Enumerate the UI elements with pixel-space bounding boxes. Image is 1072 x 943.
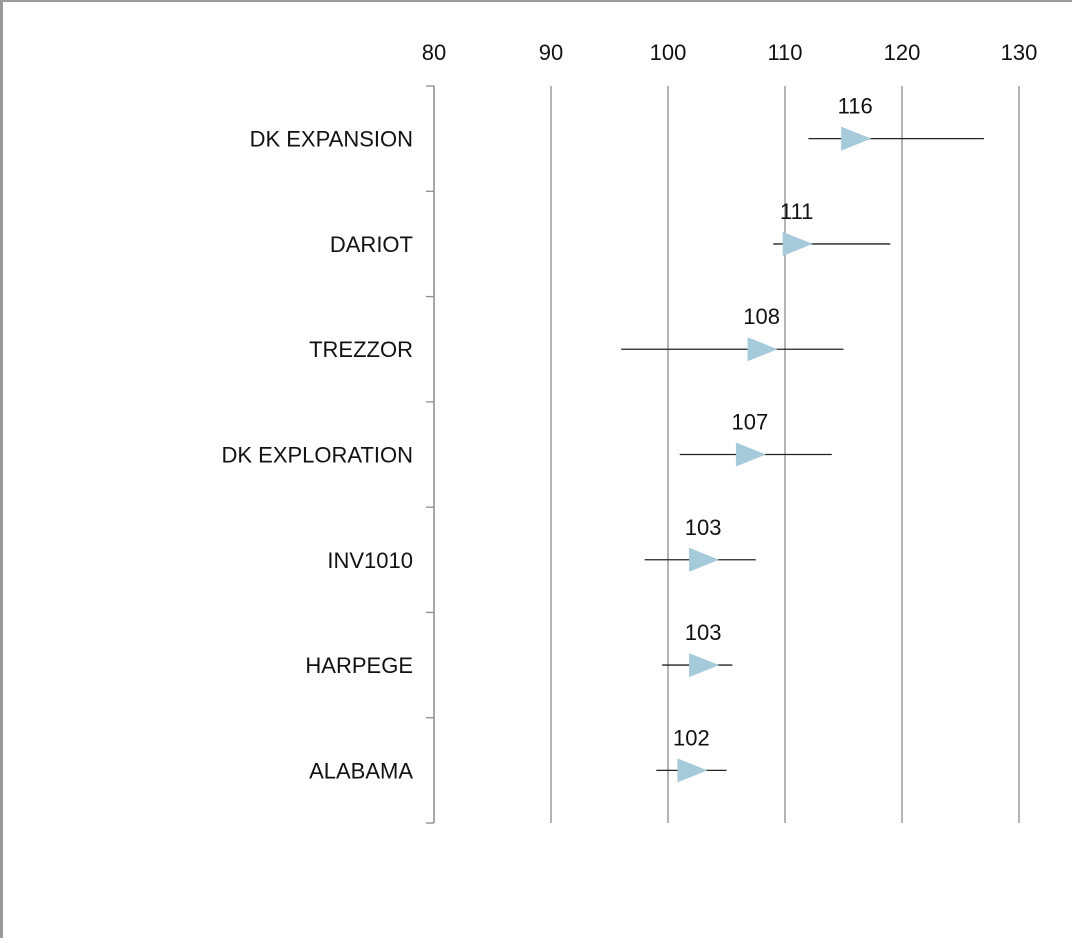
- category-label: HARPEGE: [305, 653, 413, 678]
- tick-labels: 80 90 100 110 120 130: [422, 40, 1038, 65]
- data-label: 111: [780, 199, 813, 224]
- chart-svg: 80 90 100 110 120 130 DK EXPANSION DARIOT TREZZ…: [221, 40, 1038, 824]
- data-label: 108: [743, 304, 780, 329]
- category-label: DARIOT: [330, 232, 413, 257]
- data-point-marker: [841, 126, 872, 151]
- category-label: DK EXPLORATION: [221, 443, 413, 468]
- data-point-marker: [689, 653, 720, 678]
- data-label: 107: [732, 410, 769, 435]
- x-tick-label: 110: [767, 40, 802, 65]
- axis-layer: [426, 85, 435, 824]
- category-label: ALABAMA: [309, 758, 413, 783]
- markers: [677, 126, 872, 783]
- x-tick-label: 100: [650, 40, 687, 65]
- data-label: 116: [838, 94, 873, 119]
- data-point-marker: [735, 442, 766, 467]
- data-point-marker: [677, 758, 708, 783]
- data-point-marker: [782, 231, 813, 256]
- data-labels: 116 111 108 107 103 103 102: [673, 94, 873, 751]
- x-tick-label: 120: [884, 40, 921, 65]
- x-tick-label: 90: [539, 40, 563, 65]
- error-bars: [621, 137, 984, 772]
- category-labels: DK EXPANSION DARIOT TREZZOR DK EXPLORATION I…: [221, 127, 413, 784]
- data-label: 102: [673, 725, 710, 750]
- x-tick-label: 130: [1001, 40, 1038, 65]
- category-label: INV1010: [327, 548, 413, 573]
- category-label: DK EXPANSION: [250, 127, 413, 152]
- category-label: TREZZOR: [309, 337, 413, 362]
- x-tick-label: 80: [422, 40, 446, 65]
- data-label: 103: [685, 620, 722, 645]
- data-point-marker: [747, 337, 778, 362]
- data-point-marker: [689, 547, 720, 572]
- data-label: 103: [685, 515, 722, 540]
